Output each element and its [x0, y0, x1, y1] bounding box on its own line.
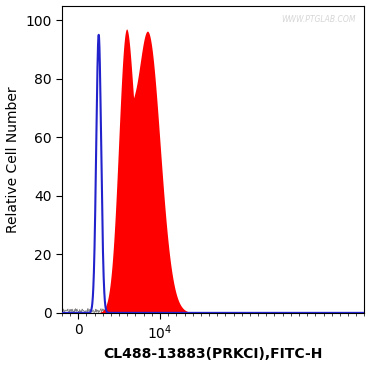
X-axis label: CL488-13883(PRKCI),FITC-H: CL488-13883(PRKCI),FITC-H	[104, 348, 323, 361]
Y-axis label: Relative Cell Number: Relative Cell Number	[6, 86, 20, 233]
Text: WWW.PTGLAB.COM: WWW.PTGLAB.COM	[281, 15, 355, 24]
